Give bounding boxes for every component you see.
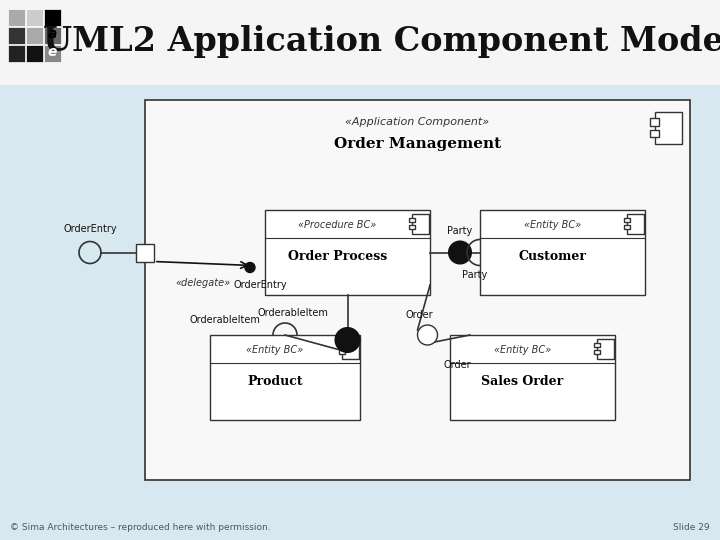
Text: Slide 29: Slide 29 — [673, 523, 710, 532]
Text: © Sima Architectures – reproduced here with permission.: © Sima Architectures – reproduced here w… — [10, 523, 271, 532]
Bar — [412, 214, 428, 234]
Bar — [8, 9, 25, 26]
Text: «Application Component»: «Application Component» — [346, 117, 490, 127]
Bar — [0, 85, 720, 88]
Circle shape — [245, 262, 255, 273]
Bar — [450, 335, 615, 420]
Text: «delegate»: «delegate» — [175, 278, 230, 287]
Text: Party: Party — [447, 226, 472, 235]
Text: Order: Order — [405, 310, 433, 320]
Bar — [624, 218, 630, 222]
Bar — [409, 218, 415, 222]
Circle shape — [336, 328, 359, 352]
Bar — [409, 225, 415, 229]
Bar — [649, 118, 660, 126]
Text: UML2 Application Component Model: UML2 Application Component Model — [43, 25, 720, 58]
Text: Product: Product — [247, 375, 303, 388]
Text: Order Management: Order Management — [334, 137, 501, 151]
Bar — [0, 0, 720, 85]
Bar — [44, 27, 61, 44]
Bar — [480, 210, 645, 295]
Text: OrderEntry: OrderEntry — [63, 224, 117, 233]
Text: OrderableItem: OrderableItem — [189, 315, 261, 325]
Text: «Entity BC»: «Entity BC» — [246, 345, 304, 355]
Bar — [594, 343, 600, 347]
Bar — [8, 45, 25, 62]
Text: Customer: Customer — [518, 250, 587, 263]
Bar — [26, 45, 43, 62]
Bar — [0, 85, 720, 540]
Text: Order: Order — [444, 360, 472, 370]
Text: Party: Party — [462, 271, 487, 280]
Bar — [624, 225, 630, 229]
Text: «Procedure BC»: «Procedure BC» — [298, 220, 377, 230]
Bar — [594, 350, 600, 354]
Text: Sales Order: Sales Order — [482, 375, 564, 388]
Text: OrderableItem: OrderableItem — [257, 307, 328, 318]
Bar — [145, 100, 690, 480]
Bar — [26, 27, 43, 44]
Text: «Entity BC»: «Entity BC» — [524, 220, 581, 230]
Bar — [342, 339, 359, 359]
Bar — [338, 350, 345, 354]
Text: e: e — [48, 45, 57, 59]
Bar — [210, 335, 360, 420]
Text: a: a — [48, 28, 57, 42]
Text: «Entity BC»: «Entity BC» — [494, 345, 551, 355]
Bar — [0, 85, 720, 91]
Text: Order Process: Order Process — [288, 250, 387, 263]
Bar — [649, 130, 660, 137]
Bar — [265, 210, 430, 295]
Circle shape — [449, 241, 471, 264]
Bar — [597, 339, 613, 359]
Bar — [136, 244, 154, 261]
Bar — [44, 9, 61, 26]
Bar — [338, 343, 345, 347]
Bar — [26, 9, 43, 26]
Bar — [8, 27, 25, 44]
Bar — [627, 214, 644, 234]
Bar — [44, 45, 61, 62]
Text: OrderEntry: OrderEntry — [233, 280, 287, 289]
Circle shape — [418, 325, 438, 345]
Bar — [655, 112, 682, 144]
